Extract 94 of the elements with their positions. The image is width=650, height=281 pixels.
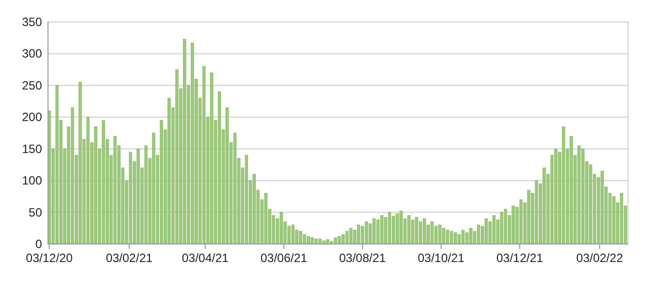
bar: [345, 231, 349, 244]
x-tick-label: 03/08/21: [339, 251, 386, 265]
bar: [306, 236, 310, 244]
y-tick-label: 300: [22, 46, 42, 61]
bar: [469, 228, 472, 244]
bar: [492, 215, 496, 244]
bar: [519, 199, 523, 244]
bar: [322, 240, 326, 244]
bar: [218, 92, 221, 244]
bar: [310, 237, 314, 244]
bar: [136, 148, 140, 244]
bar: [299, 231, 302, 244]
x-tick-label: 03/12/20: [26, 251, 73, 265]
bar: [454, 232, 457, 244]
bar: [612, 196, 616, 244]
bar: [380, 215, 384, 244]
y-tick-label: 100: [22, 174, 42, 188]
bar: [512, 206, 515, 244]
y-tick-label: 150: [22, 142, 42, 156]
bar: [210, 72, 214, 244]
bar: [349, 228, 352, 244]
x-tick-label: 03/02/21: [106, 251, 153, 265]
bar: [504, 208, 508, 244]
bar: [562, 126, 566, 244]
bar: [620, 193, 624, 244]
bar: [175, 69, 178, 244]
bar: [226, 107, 229, 244]
bar: [372, 218, 376, 244]
bar: [78, 82, 82, 244]
bar: [326, 239, 330, 244]
bar: [102, 120, 105, 244]
bar: [388, 212, 392, 244]
bar: [577, 145, 581, 244]
bar: [233, 132, 236, 244]
bar: [407, 215, 410, 244]
bar: [476, 224, 480, 244]
bar: [190, 42, 194, 244]
bar: [168, 98, 171, 244]
bar: [554, 148, 558, 244]
bar: [542, 168, 546, 244]
bar: [160, 120, 163, 244]
bar: [152, 132, 156, 244]
y-tick-label: 350: [22, 15, 42, 29]
bar: [113, 136, 117, 244]
bar: [396, 213, 399, 244]
bar: [183, 38, 186, 244]
bar: [314, 238, 318, 244]
bar: [244, 155, 248, 244]
y-tick-label: 50: [28, 205, 42, 220]
bar: [202, 66, 206, 244]
y-tick-label: 250: [22, 78, 42, 92]
bar: [589, 164, 592, 244]
bar: [318, 238, 322, 244]
bar: [392, 216, 395, 244]
bar: [55, 85, 59, 244]
x-tick-label: 03/02/22: [576, 251, 624, 265]
bar: [442, 228, 446, 244]
bar: [446, 230, 450, 244]
y-tick-label: 200: [22, 110, 42, 124]
x-tick-label: 03/10/21: [418, 251, 465, 265]
bar: [534, 180, 538, 244]
bar: [280, 212, 283, 244]
bar: [264, 193, 268, 244]
bar: [128, 152, 132, 244]
x-tick-label: 03/04/21: [182, 251, 229, 265]
x-tick-label: 03/06/21: [260, 251, 308, 265]
bar: [415, 217, 418, 244]
bar: [94, 126, 98, 244]
bar: [600, 170, 604, 244]
bar: [252, 174, 256, 244]
x-tick-label: 03/12/21: [496, 251, 544, 265]
bar: [570, 136, 573, 244]
bar: [430, 222, 434, 244]
bar: [461, 230, 465, 244]
bar: [400, 210, 403, 244]
bar: [342, 234, 345, 244]
bar: [422, 218, 426, 244]
bar: [291, 224, 294, 244]
bar: [338, 236, 341, 244]
bar: [438, 224, 442, 244]
bar: [364, 222, 368, 244]
bar: [334, 237, 337, 244]
bar: [450, 231, 453, 244]
bar: [70, 107, 74, 244]
bar: [484, 218, 488, 244]
bar: [581, 148, 584, 244]
bar: [465, 232, 468, 244]
y-tick-label: 0: [35, 237, 42, 251]
bar: [302, 234, 306, 244]
bar: [527, 190, 530, 244]
bar: [500, 212, 504, 244]
bar: [357, 224, 360, 244]
bar: [86, 116, 90, 244]
bar: [144, 145, 148, 244]
